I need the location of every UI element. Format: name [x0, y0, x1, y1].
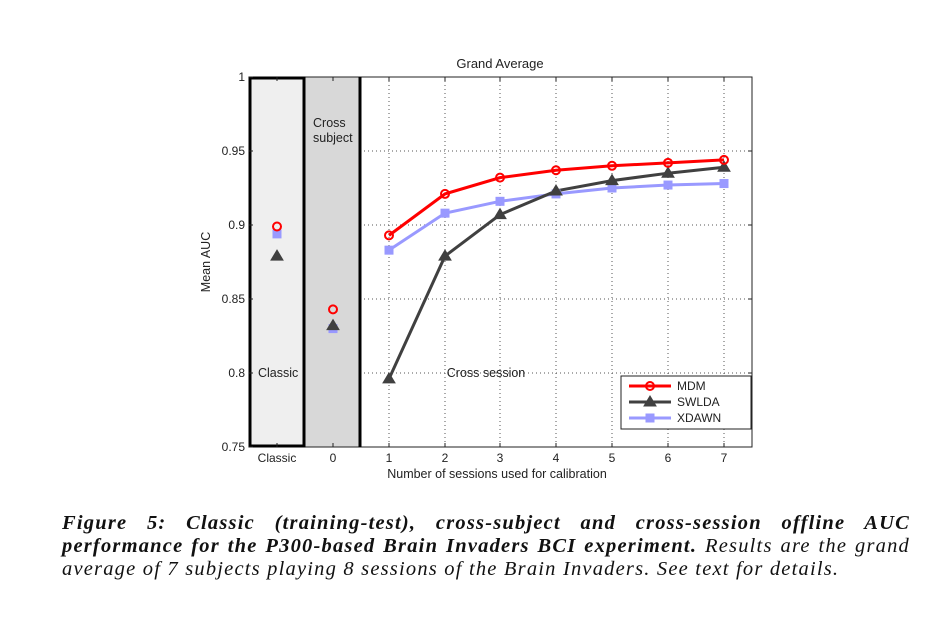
y-axis-label: Mean AUC	[199, 232, 213, 292]
y-tick-label: 1	[238, 70, 245, 84]
cross-subject-region-label: subject	[313, 131, 353, 145]
data-point-xdawn	[663, 180, 673, 190]
legend-label-xdawn: XDAWN	[677, 411, 721, 425]
classic-region-label: Classic	[258, 366, 298, 380]
legend-marker-xdawn	[645, 413, 655, 423]
x-tick-label: 6	[665, 451, 672, 465]
data-point-cross-subject-swlda	[326, 318, 340, 331]
caption-text: Results are the grand average of 7 subje…	[62, 535, 910, 580]
data-point-cross-subject-mdm	[328, 304, 338, 315]
data-point-classic-mdm	[272, 221, 282, 232]
data-point-xdawn	[607, 183, 617, 193]
data-point-swlda	[605, 173, 619, 186]
y-tick-label: 0.8	[228, 366, 245, 380]
caption-title: Figure 5: Classic (training-test), cross…	[62, 512, 910, 557]
data-point-xdawn	[719, 179, 729, 189]
data-point-classic-swlda	[270, 249, 284, 261]
cross-subject-region-label: Cross	[313, 116, 346, 130]
x-tick-label: 2	[442, 451, 449, 465]
cross-session-region-label: Cross session	[447, 366, 526, 380]
data-point-mdm	[495, 172, 505, 183]
cross-subject-region-fill	[305, 77, 360, 447]
x-tick-label: Classic	[258, 451, 297, 465]
data-point-swlda	[717, 160, 731, 172]
y-tick-label: 0.75	[222, 440, 246, 454]
data-point-xdawn	[495, 196, 505, 206]
data-point-mdm	[719, 154, 729, 165]
data-point-swlda	[438, 249, 452, 261]
legend: MDM SWLDA XDAWN	[620, 375, 752, 430]
data-point-swlda	[549, 183, 563, 196]
x-tick-label: 0	[330, 451, 337, 465]
data-point-swlda	[661, 166, 675, 178]
data-point-xdawn	[384, 245, 394, 255]
series-line-mdm	[388, 158, 725, 237]
x-tick-label: 1	[386, 451, 393, 465]
legend-label-mdm: MDM	[677, 379, 706, 393]
chart-title: Grand Average	[456, 56, 543, 71]
classic-region-fill	[249, 77, 305, 447]
data-point-mdm	[440, 188, 450, 199]
data-point-mdm	[384, 230, 394, 241]
y-tick-label: 0.95	[222, 144, 246, 158]
data-point-mdm	[663, 157, 673, 168]
legend-label-swlda: SWLDA	[677, 395, 720, 409]
axes: 0.75 0.8 0.85 0.9 0.95 1 Classic 0 1 2 3 4 5 6 7	[222, 70, 753, 465]
legend-marker-mdm	[645, 381, 655, 391]
data-point-swlda	[493, 207, 507, 220]
data-point-mdm	[607, 160, 617, 171]
data-point-mdm	[551, 165, 561, 176]
series	[270, 154, 731, 384]
x-tick-label: 4	[553, 451, 560, 465]
x-tick-label: 3	[497, 451, 504, 465]
x-axis-label: Number of sessions used for calibration	[387, 467, 607, 481]
y-tick-label: 0.85	[222, 292, 246, 306]
x-tick-label: 7	[721, 451, 728, 465]
y-tick-label: 0.9	[228, 218, 245, 232]
data-point-xdawn	[440, 208, 450, 218]
data-point-swlda	[382, 371, 396, 384]
x-tick-label: 5	[609, 451, 616, 465]
legend-marker-swlda	[643, 395, 657, 407]
figure-caption: Figure 5: Classic (training-test), cross…	[62, 512, 910, 581]
